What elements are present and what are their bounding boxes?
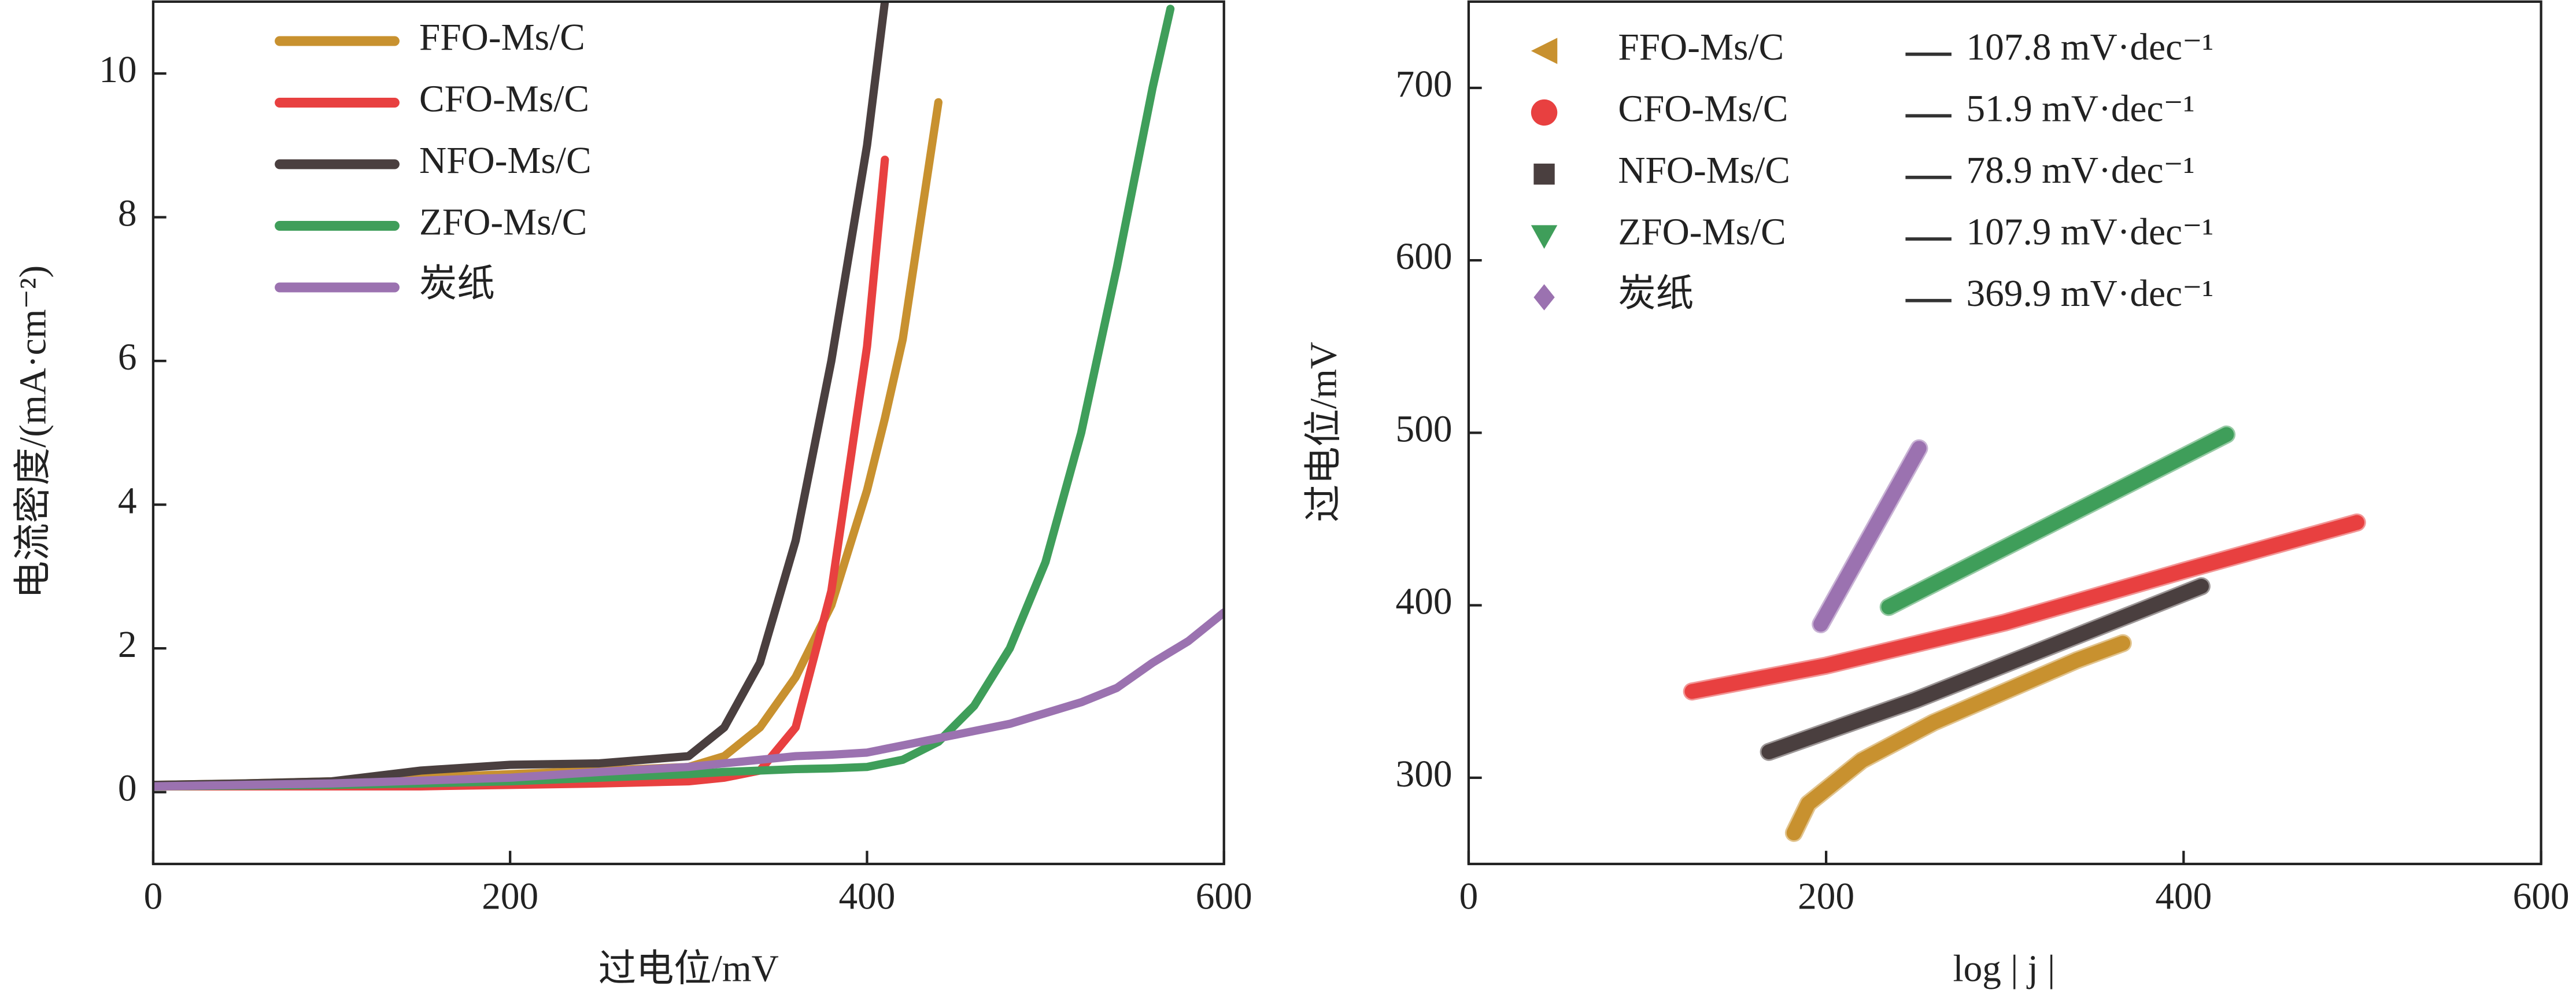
legend-marker — [1531, 38, 1558, 64]
legend-slope: 107.9 mV·dec⁻¹ — [1967, 212, 2214, 253]
series-line — [1684, 515, 2364, 699]
plot-area — [1683, 425, 2366, 842]
y-tick-label: 0 — [118, 768, 137, 810]
y-tick-label: 4 — [118, 481, 137, 522]
legend-label: 炭纸 — [1618, 273, 1694, 315]
series-line — [153, 608, 1224, 791]
legend-slope: 369.9 mV·dec⁻¹ — [1967, 273, 2214, 315]
x-tick-label: 0 — [1459, 876, 1479, 917]
x-tick-label: 600 — [2513, 876, 2570, 917]
series-line — [1881, 427, 2234, 615]
legend-slope: 51.9 mV·dec⁻¹ — [1967, 88, 2195, 130]
plot-frame — [151, 0, 1225, 866]
legend-label: NFO-Ms/C — [419, 140, 592, 182]
legend-slope: 107.8 mV·dec⁻¹ — [1967, 27, 2214, 68]
y-tick-label: 600 — [1396, 236, 1453, 278]
y-tick-label: 8 — [118, 193, 137, 235]
x-axis-title: 过电位/mV — [598, 948, 779, 989]
x-tick-label: 600 — [1196, 876, 1252, 917]
y-tick-label: 700 — [1396, 64, 1453, 105]
legend-slope: 78.9 mV·dec⁻¹ — [1967, 150, 2195, 191]
legend-label: 炭纸 — [419, 263, 495, 305]
series-line — [153, 156, 889, 791]
legend-label: FFO-Ms/C — [1618, 27, 1784, 68]
y-tick-label: 6 — [118, 337, 137, 378]
y-tick-label: 400 — [1396, 581, 1453, 623]
series-outline — [1784, 634, 2132, 842]
x-axis-title: log | j | — [1953, 948, 2055, 989]
series-line — [1813, 441, 1927, 632]
y-tick-label: 10 — [99, 49, 136, 91]
y-axis-title: 电流密度/(mA·cm⁻²) — [12, 265, 54, 599]
legend-label: ZFO-Ms/C — [1618, 212, 1786, 253]
x-tick-label: 400 — [838, 876, 895, 917]
chart-panel: 0 200 400 600 0 2 4 6 8 10 过电位/mV 电流密度/(mA·cm⁻²) FFO… — [12, 0, 1252, 989]
series-line — [153, 5, 1175, 791]
series-line — [1786, 636, 2131, 841]
chart-panel: 0 200 400 600 300 400 500 600 700 log | j | 过电位/mV… — [1303, 0, 2570, 989]
y-tick-label: 2 — [118, 624, 137, 666]
x-tick-label: 200 — [1798, 876, 1854, 917]
x-tick-label: 400 — [2155, 876, 2212, 917]
legend-marker — [1531, 99, 1558, 126]
legend-label: ZFO-Ms/C — [419, 202, 587, 243]
legend-marker — [1533, 284, 1555, 311]
legend-label: CFO-Ms/C — [419, 78, 589, 120]
legend-label: NFO-Ms/C — [1618, 150, 1790, 191]
y-tick-label: 300 — [1396, 754, 1453, 795]
y-axis-title: 过电位/mV — [1303, 342, 1345, 522]
plot-area — [153, 1, 1224, 791]
legend-marker — [1533, 163, 1555, 185]
legend-label: CFO-Ms/C — [1618, 88, 1788, 130]
plot-frame — [1467, 0, 2542, 866]
legend-marker — [1531, 225, 1558, 249]
series-line — [1761, 579, 2209, 759]
y-tick-label: 500 — [1396, 408, 1453, 450]
x-tick-label: 0 — [144, 876, 163, 917]
legend-label: FFO-Ms/C — [419, 17, 585, 58]
x-tick-label: 200 — [482, 876, 538, 917]
